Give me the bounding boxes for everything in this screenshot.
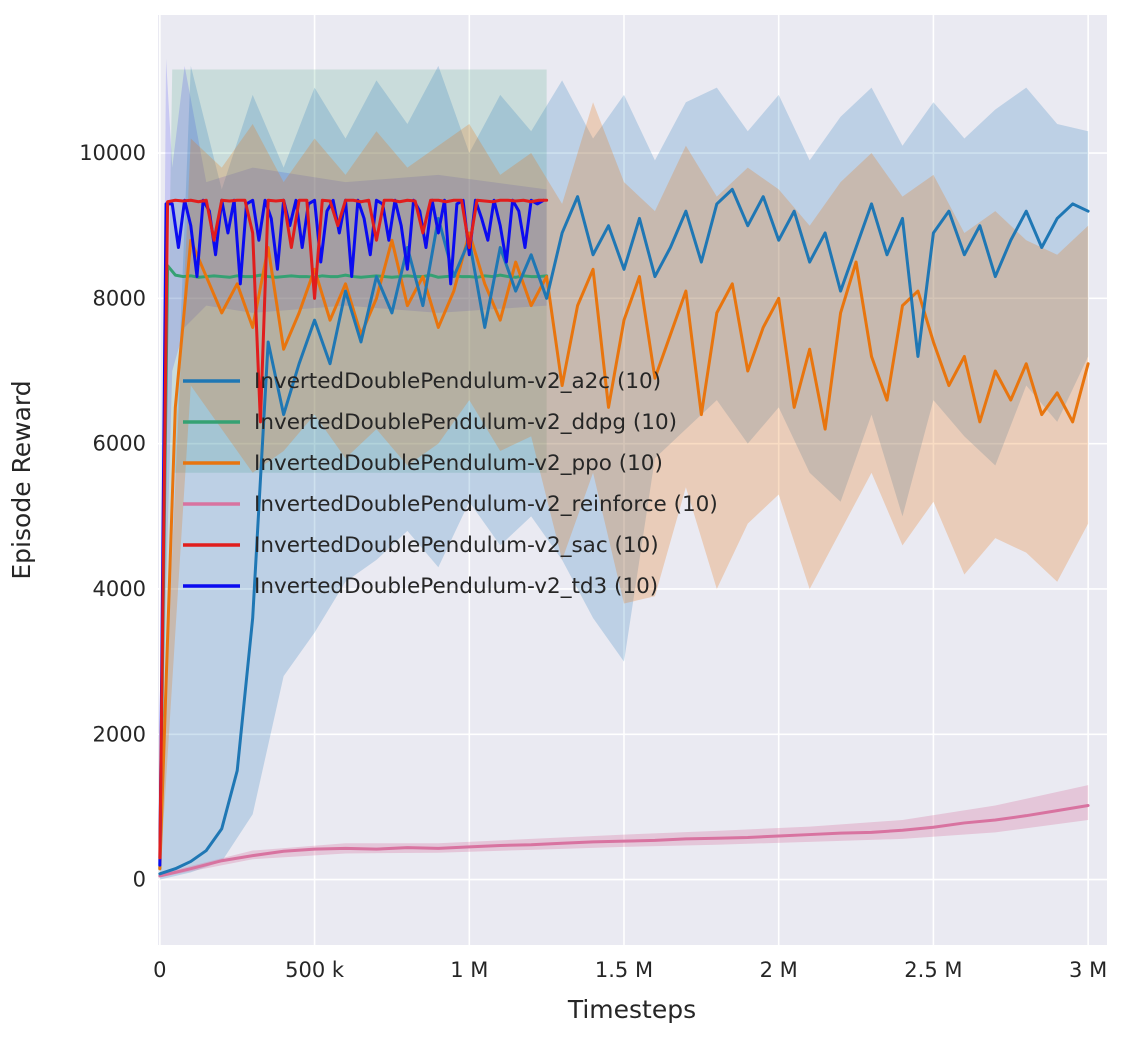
x-tick-label: 3 M <box>1069 958 1107 982</box>
legend-entry-ddpg: InvertedDoublePendulum-v2_ddpg (10) <box>183 410 677 435</box>
series-line-reinforce <box>158 804 1090 878</box>
x-axis-label: Timesteps <box>567 995 696 1024</box>
plot-background <box>158 15 1107 945</box>
legend-label: InvertedDoublePendulum-v2_ddpg (10) <box>254 410 677 435</box>
legend-entry-ppo: InvertedDoublePendulum-v2_ppo (10) <box>183 451 663 476</box>
x-tick-label: 500 k <box>285 958 345 982</box>
y-tick-label: 6000 <box>93 432 146 456</box>
series-line-ppo <box>158 231 1090 871</box>
legend-label: InvertedDoublePendulum-v2_ppo (10) <box>254 451 663 476</box>
y-axis-label: Episode Reward <box>7 380 36 579</box>
legend-label: InvertedDoublePendulum-v2_sac (10) <box>254 533 659 558</box>
legend-entry-sac: InvertedDoublePendulum-v2_sac (10) <box>183 533 659 558</box>
x-tick-label: 1 M <box>450 958 488 982</box>
series-line-td3 <box>158 198 546 867</box>
x-tick-label: 2 M <box>760 958 798 982</box>
legend-entry-td3: InvertedDoublePendulum-v2_td3 (10) <box>183 574 658 599</box>
y-tick-label: 10000 <box>79 141 146 165</box>
y-tick-label: 2000 <box>93 722 146 746</box>
y-tick-label: 0 <box>133 868 146 892</box>
legend-label: InvertedDoublePendulum-v2_a2c (10) <box>254 369 661 394</box>
band-ppo <box>159 102 1089 880</box>
legend-entry-a2c: InvertedDoublePendulum-v2_a2c (10) <box>183 369 661 394</box>
series-line-sac <box>158 198 549 860</box>
legend-entry-reinforce: InvertedDoublePendulum-v2_reinforce (10) <box>183 492 718 517</box>
x-tick-label: 0 <box>153 958 166 982</box>
series-line-a2c <box>158 187 1090 876</box>
x-tick-label: 1.5 M <box>595 958 653 982</box>
x-tick-label: 2.5 M <box>904 958 962 982</box>
plot-layer: 0 500 k 1 M 1.5 M 2 M 2.5 M 3 M 0 2000 4000 6000 80… <box>79 15 1107 982</box>
legend-label: InvertedDoublePendulum-v2_td3 (10) <box>254 574 658 599</box>
legend-label: InvertedDoublePendulum-v2_reinforce (10) <box>254 492 718 517</box>
y-tick-label: 8000 <box>93 286 146 310</box>
y-tick-label: 4000 <box>93 577 146 601</box>
